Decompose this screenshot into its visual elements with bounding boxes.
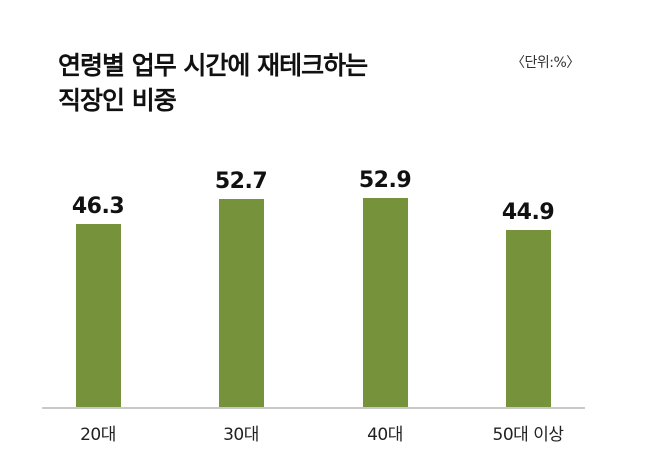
bar-3 bbox=[506, 230, 551, 407]
value-label: 44.9 bbox=[501, 200, 555, 225]
category-label: 20대 bbox=[80, 425, 116, 445]
bar-0 bbox=[76, 224, 121, 407]
value-label: 46.3 bbox=[71, 194, 125, 219]
x-axis-line bbox=[42, 407, 585, 409]
chart-title-line1: 연령별 업무 시간에 재테크하는 bbox=[58, 51, 368, 80]
chart-title: 연령별 업무 시간에 재테크하는 직장인 비중 bbox=[58, 48, 368, 118]
value-label: 52.7 bbox=[214, 169, 268, 194]
category-label: 40대 bbox=[367, 425, 403, 445]
value-label: 52.9 bbox=[358, 168, 412, 193]
bar-1 bbox=[219, 199, 264, 407]
chart-title-line2: 직장인 비중 bbox=[58, 86, 177, 115]
unit-label: 〈단위:%〉 bbox=[511, 55, 580, 71]
bar-2 bbox=[363, 198, 408, 407]
category-label: 30대 bbox=[223, 425, 259, 445]
category-label: 50대 이상 bbox=[492, 425, 564, 445]
